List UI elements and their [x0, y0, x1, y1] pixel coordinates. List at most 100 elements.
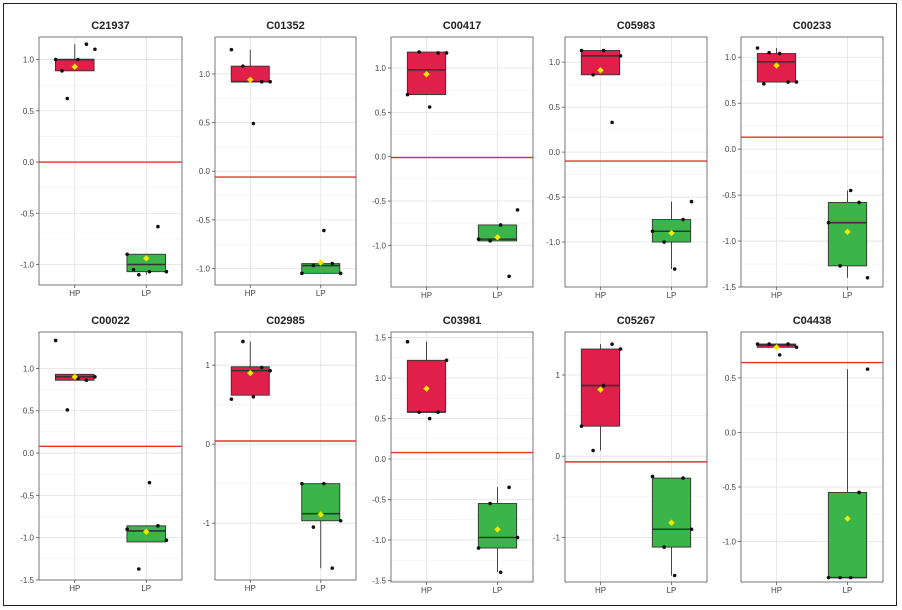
data-point-LP	[689, 527, 694, 532]
data-point-HP	[786, 80, 790, 84]
mean-marker-HP	[247, 76, 254, 83]
data-point-HP	[268, 79, 272, 84]
data-point-LP	[507, 274, 511, 279]
y-tick-label: -0.5	[722, 191, 736, 200]
y-tick-label: 0.0	[23, 449, 35, 458]
data-point-LP	[865, 367, 870, 371]
data-point-HP	[610, 120, 614, 125]
data-point-LP	[156, 224, 160, 229]
panel-border	[38, 331, 183, 581]
y-tick-label: 1.0	[23, 364, 35, 373]
data-point-HP	[251, 394, 256, 399]
panel-title: C00022	[91, 315, 130, 327]
data-point-HP	[618, 54, 623, 58]
data-point-HP	[229, 397, 234, 401]
data-point-LP	[131, 267, 136, 272]
panel-title: C21937	[91, 20, 130, 32]
data-point-LP	[857, 490, 861, 495]
mean-marker-LP	[494, 526, 501, 533]
x-tick-label-HP: HP	[69, 289, 80, 298]
data-point-LP	[125, 527, 129, 532]
data-point-LP	[311, 525, 316, 529]
y-tick-label: 1.0	[23, 56, 35, 65]
mean-marker-HP	[597, 67, 604, 74]
box-HP	[580, 348, 621, 427]
y-tick-label: -1.5	[372, 576, 386, 585]
x-tick-label-HP: HP	[245, 584, 256, 593]
y-tick-label: -0.5	[196, 216, 210, 225]
panel-title: C01352	[266, 20, 305, 32]
data-point-HP	[84, 42, 89, 46]
mean-marker-HP	[71, 63, 78, 70]
y-tick-label: 0	[206, 440, 211, 449]
data-point-LP	[125, 252, 129, 257]
data-point-HP	[786, 342, 790, 346]
data-point-HP	[618, 347, 623, 351]
data-point-HP	[591, 72, 595, 77]
box-LP	[477, 224, 518, 242]
box-LP	[827, 492, 868, 579]
data-point-LP	[147, 269, 152, 274]
data-point-HP	[417, 50, 421, 54]
data-point-LP	[515, 208, 520, 212]
data-point-LP	[137, 272, 141, 277]
data-point-HP	[444, 358, 449, 363]
y-tick-label: -1.0	[722, 237, 736, 246]
x-tick-label-LP: LP	[843, 586, 853, 595]
box-HP	[406, 51, 447, 96]
data-point-LP	[662, 240, 666, 244]
panel-title: C00233	[793, 20, 832, 32]
y-tick-label: 1	[556, 371, 561, 380]
y-tick-label: -1.0	[196, 264, 210, 273]
data-point-HP	[65, 408, 70, 412]
y-tick-label: 0.5	[23, 407, 35, 416]
y-tick-label: 0.5	[725, 99, 737, 108]
data-point-HP	[259, 365, 264, 370]
data-point-HP	[579, 48, 584, 53]
figure-frame: C21937 1.0 0.5 0.0 -0.5 -1.0 HP LP C01352 1.0 0.5 0…	[3, 3, 897, 606]
data-point-HP	[76, 57, 80, 62]
panel-title: C05267	[617, 315, 656, 327]
data-point-LP	[826, 575, 831, 580]
panel-C02985: C02985 1 0 -1 HP LP	[203, 315, 357, 593]
y-tick-label: 0	[556, 452, 561, 461]
data-point-HP	[268, 368, 272, 373]
data-point-HP	[601, 48, 606, 53]
mean-marker-HP	[71, 373, 78, 381]
data-point-LP	[488, 501, 492, 506]
panel-border	[38, 36, 183, 286]
y-tick-label: 0.5	[199, 119, 211, 128]
mean-marker-LP	[844, 228, 851, 236]
panel-C00417: C00417 1.0 0.5 0.0 -0.5 -1.0 HP LP	[372, 20, 534, 300]
data-point-HP	[229, 47, 234, 52]
data-point-HP	[65, 96, 70, 101]
y-tick-label: 0.5	[375, 108, 387, 117]
y-tick-label: 1	[206, 361, 211, 370]
y-tick-label: 1.0	[199, 70, 211, 79]
data-point-HP	[241, 64, 245, 68]
y-tick-label: -0.5	[372, 197, 386, 206]
mean-marker-LP	[143, 528, 150, 535]
mean-marker-HP	[423, 385, 430, 392]
data-point-LP	[857, 200, 861, 205]
box-LP	[477, 503, 518, 549]
data-point-HP	[794, 345, 799, 350]
mean-marker-HP	[597, 386, 604, 393]
data-point-LP	[498, 570, 503, 575]
y-tick-label: 1.5	[375, 334, 387, 343]
y-tick-label: -0.5	[722, 483, 736, 492]
y-tick-label: 0.5	[549, 103, 561, 112]
data-point-HP	[53, 338, 58, 343]
data-point-HP	[436, 410, 440, 414]
boxplot-grid: C21937 1.0 0.5 0.0 -0.5 -1.0 HP LP C01352 1.0 0.5 0…	[20, 20, 884, 595]
data-point-HP	[53, 57, 58, 62]
panel-title: C02985	[266, 315, 305, 327]
mean-marker-LP	[143, 255, 150, 262]
box-LP	[651, 477, 692, 548]
y-tick-label: -1	[553, 533, 561, 542]
data-point-LP	[848, 188, 853, 193]
data-point-LP	[681, 217, 685, 222]
panel-border	[740, 36, 884, 288]
panel-C05267: C05267 1 0 -1 HP LP	[553, 315, 708, 595]
data-point-LP	[838, 264, 842, 268]
